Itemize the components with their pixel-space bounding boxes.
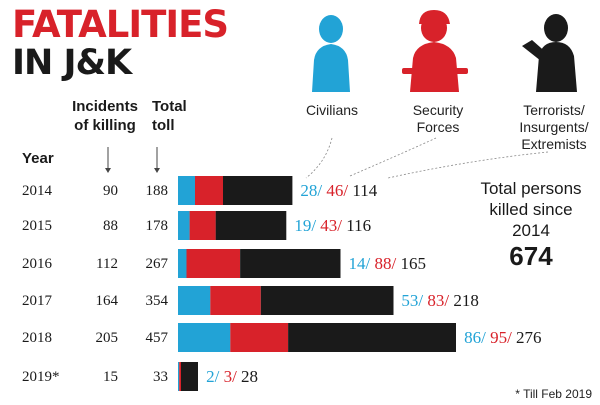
value-label-civilians: 2/	[206, 366, 220, 386]
value-label-security: 46/	[326, 180, 349, 200]
bar-terrorists-0	[223, 176, 293, 205]
bar-security-5	[179, 362, 181, 391]
incidents-header: Incidents of killing	[72, 98, 138, 134]
value-label: 53/ 83/ 218	[401, 291, 478, 311]
bar-security-1	[189, 211, 216, 240]
year-label: 2019*	[22, 368, 60, 385]
bar-terrorists-3	[260, 286, 394, 315]
year-header: Year	[22, 150, 54, 167]
year-label: 2018	[22, 329, 52, 346]
incidents-value: 205	[95, 329, 119, 346]
value-label-civilians: 28/	[300, 180, 323, 200]
value-label-security: 3/	[223, 366, 237, 386]
value-label-civilians: 86/	[464, 327, 486, 347]
total-toll-header: Total toll	[152, 98, 187, 134]
bar-security-3	[210, 286, 261, 315]
bar-terrorists-2	[240, 249, 341, 278]
bar-security-0	[195, 176, 223, 205]
value-label-security: 83/	[427, 290, 450, 310]
value-label: 2/ 3/ 28	[206, 367, 258, 387]
value-label-civilians: 19/	[294, 215, 317, 235]
value-label-terrorists: 28	[241, 366, 259, 386]
incidents-value: 112	[96, 255, 118, 272]
bar-terrorists-5	[181, 362, 198, 391]
title-line-2: IN J&K	[12, 43, 132, 83]
bar-security-2	[186, 249, 240, 278]
value-label: 86/ 95/ 276	[464, 328, 541, 348]
title-line-1: FATALITIES	[12, 3, 229, 46]
total-value: 674	[509, 241, 553, 271]
total-toll-value: 188	[145, 182, 169, 199]
bar-terrorists-1	[215, 211, 287, 240]
bar-civilians-5	[178, 362, 180, 391]
value-label-terrorists: 114	[352, 180, 378, 200]
incidents-value: 164	[95, 292, 119, 309]
total-toll-value: 33	[153, 368, 168, 385]
civilian-silhouette-icon	[312, 15, 350, 92]
bar-terrorists-4	[288, 323, 456, 352]
footnote: * Till Feb 2019	[515, 387, 592, 401]
value-label-security: 43/	[320, 215, 343, 235]
soldier-silhouette-icon	[402, 10, 468, 92]
incidents-value: 88	[103, 217, 118, 234]
legend-security-forces: Security Forces	[412, 102, 464, 135]
value-label-civilians: 53/	[401, 290, 424, 310]
year-label: 2016	[22, 255, 52, 272]
total-toll-value: 354	[145, 292, 169, 309]
incidents-value: 90	[103, 182, 118, 199]
year-label: 2014	[22, 182, 52, 199]
value-label-terrorists: 165	[400, 253, 426, 273]
year-label: 2017	[22, 292, 52, 309]
value-label-civilians: 14/	[348, 253, 371, 273]
value-label: 19/ 43/ 116	[294, 216, 371, 236]
bar-civilians-2	[178, 249, 187, 278]
bar-civilians-1	[178, 211, 190, 240]
year-label: 2015	[22, 217, 52, 234]
value-label-security: 95/	[490, 327, 512, 347]
legend-terrorists: Terrorists/ Insurgents/ Extremists	[519, 102, 589, 152]
bar-security-4	[230, 323, 289, 352]
value-label-terrorists: 116	[346, 215, 372, 235]
incidents-value: 15	[103, 368, 118, 385]
total-toll-value: 178	[145, 217, 169, 234]
total-label: Total persons killed since 2014	[480, 179, 582, 240]
bar-civilians-0	[178, 176, 195, 205]
value-label-security: 88/	[374, 253, 397, 273]
value-label-terrorists: 276	[516, 327, 542, 347]
total-toll-value: 457	[145, 329, 169, 346]
bar-civilians-4	[178, 323, 231, 352]
militant-silhouette-icon	[522, 14, 577, 92]
bar-civilians-3	[178, 286, 211, 315]
total-summary: Total persons killed since 2014 674	[462, 178, 600, 271]
value-label: 28/ 46/ 114	[300, 181, 377, 201]
value-label: 14/ 88/ 165	[348, 254, 425, 274]
legend-civilians: Civilians	[305, 102, 359, 118]
total-toll-value: 267	[145, 255, 169, 272]
value-label-terrorists: 218	[453, 290, 479, 310]
